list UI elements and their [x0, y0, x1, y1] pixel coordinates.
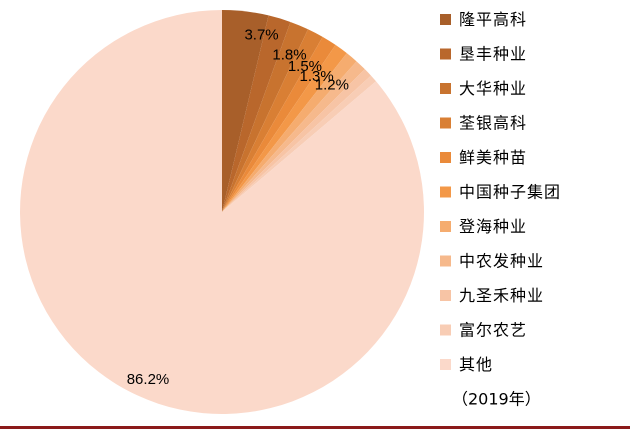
pie-slice-5: [222, 36, 336, 213]
legend-label-6: 中国种子集团: [459, 183, 561, 202]
data-label-3: 1.5%: [288, 58, 322, 75]
pie-slice-7: [222, 53, 357, 212]
pie-slice-10: [222, 75, 377, 213]
pie-data-labels: 3.7% 1.8%1.5%1.3%1.2% 86.2%: [127, 26, 349, 388]
legend-label-7: 登海种业: [459, 217, 527, 236]
legend-swatch-1: [440, 14, 451, 25]
legend-label-10: 富尔农艺: [459, 321, 527, 340]
legend-swatch-5: [440, 152, 451, 163]
legend-swatch-4: [440, 117, 451, 129]
pie-slice-1: [222, 10, 269, 212]
legend-label-8: 中农发种业: [459, 252, 544, 271]
legend-year-note: （2019年）: [452, 390, 541, 409]
data-label-5: 1.2%: [315, 77, 349, 94]
data-label-11: 86.2%: [127, 371, 170, 388]
pie-slice-9: [222, 69, 371, 212]
legend-swatch-9: [440, 290, 451, 301]
data-label-2: 1.8%: [272, 46, 306, 63]
legend-swatch-3: [440, 83, 451, 94]
legend-swatch-11: [440, 359, 451, 370]
legend-swatch-2: [440, 48, 451, 60]
legend-swatch-10: [440, 324, 451, 336]
legend-swatch-8: [440, 255, 451, 267]
legend-label-9: 九圣禾种业: [459, 286, 544, 305]
legend-label-11: 其他: [459, 355, 493, 374]
data-label-4: 1.3%: [299, 68, 333, 85]
legend: 隆平高科垦丰种业大华种业荃银高科鲜美种苗中国种子集团登海种业中农发种业九圣禾种业…: [440, 10, 561, 409]
bottom-border-line: [0, 426, 630, 429]
pie-slice-2: [222, 15, 291, 213]
pie-slice-4: [222, 29, 323, 213]
legend-label-1: 隆平高科: [459, 10, 527, 29]
legend-label-5: 鲜美种苗: [459, 148, 527, 167]
data-label-1: 3.7%: [244, 26, 278, 43]
pie-slice-3: [222, 21, 309, 213]
pie-slices: [20, 10, 424, 414]
pie-slice-6: [222, 44, 347, 213]
legend-label-2: 垦丰种业: [459, 45, 527, 64]
legend-swatch-6: [440, 186, 451, 198]
legend-swatch-7: [440, 221, 451, 232]
pie-slice-11: [20, 10, 424, 414]
legend-label-3: 大华种业: [459, 79, 527, 98]
legend-label-4: 荃银高科: [459, 114, 527, 133]
pie-slice-8: [222, 61, 365, 213]
